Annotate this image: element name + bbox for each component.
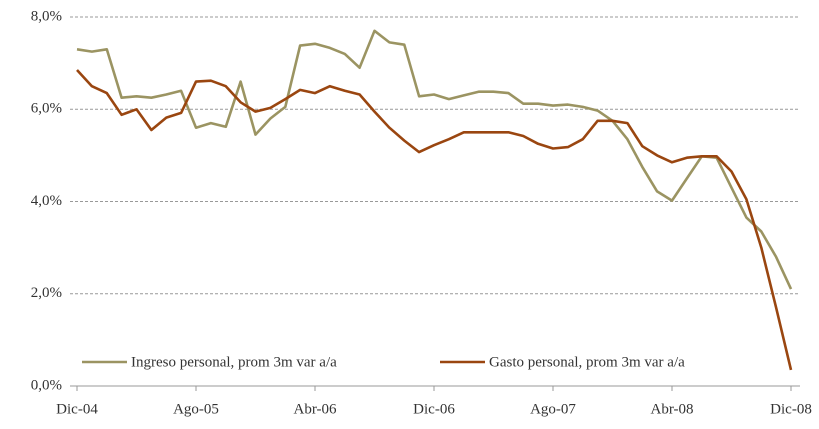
x-tick-label: Dic-04	[56, 401, 98, 417]
y-tick-label: 0,0%	[31, 377, 62, 393]
y-tick-label: 8,0%	[31, 8, 62, 24]
y-tick-label: 2,0%	[31, 285, 62, 301]
x-tick-label: Dic-06	[413, 401, 455, 417]
x-tick-label: Abr-06	[293, 401, 337, 417]
x-tick-label: Abr-08	[650, 401, 693, 417]
x-tick-label: Dic-08	[770, 401, 812, 417]
line-series	[76, 69, 793, 371]
line-series	[76, 29, 793, 290]
y-tick-label: 6,0%	[31, 101, 62, 117]
legend-label: Gasto personal, prom 3m var a/a	[489, 354, 685, 370]
legend-label: Ingreso personal, prom 3m var a/a	[131, 354, 337, 370]
y-tick-label: 4,0%	[31, 193, 62, 209]
x-tick-label: Ago-07	[530, 401, 576, 417]
x-tick-label: Ago-05	[173, 401, 219, 417]
